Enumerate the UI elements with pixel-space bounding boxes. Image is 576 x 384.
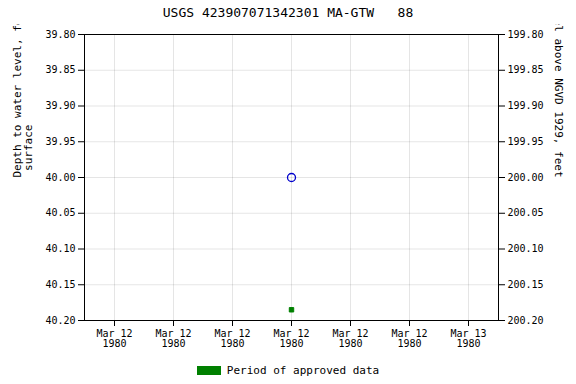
- svg-text:200.05: 200.05: [508, 207, 544, 218]
- svg-text:Mar 121980: Mar 121980: [332, 328, 368, 349]
- svg-text:40.00: 40.00: [45, 172, 75, 183]
- svg-text:Mar 131980: Mar 131980: [450, 328, 486, 349]
- svg-text:Mar 121980: Mar 121980: [391, 328, 427, 349]
- svg-text:Mar 121980: Mar 121980: [273, 328, 309, 349]
- svg-text:39.90: 39.90: [45, 100, 75, 111]
- svg-text:40.10: 40.10: [45, 243, 75, 254]
- svg-text:40.15: 40.15: [45, 279, 75, 290]
- svg-text:40.05: 40.05: [45, 207, 75, 218]
- svg-text:199.90: 199.90: [508, 100, 544, 111]
- svg-text:40.20: 40.20: [45, 315, 75, 326]
- svg-text:39.80: 39.80: [45, 29, 75, 40]
- svg-text:Depth to water level, feet bel: Depth to water level, feet below land su…: [11, 24, 35, 178]
- html-text:USGS 423907071342301 MA-GTW 88: USGS 423907071342301 MA-GTW 88: [162, 5, 414, 20]
- svg-text:39.85: 39.85: [45, 64, 75, 75]
- svg-text:200.10: 200.10: [508, 243, 544, 254]
- svg-text:199.85: 199.85: [508, 64, 544, 75]
- svg-text:199.95: 199.95: [508, 136, 544, 147]
- svg-text:Mar 121980: Mar 121980: [155, 328, 191, 349]
- svg-text:199.80: 199.80: [508, 29, 544, 40]
- svg-text:Mar 121980: Mar 121980: [96, 328, 132, 349]
- svg-text:Mar 121980: Mar 121980: [214, 328, 250, 349]
- svg-text:200.00: 200.00: [508, 172, 544, 183]
- svg-text:200.20: 200.20: [508, 315, 544, 326]
- html-text:Period of approved data: Period of approved data: [226, 363, 380, 377]
- svg-text:200.15: 200.15: [508, 279, 544, 290]
- svg-text:39.95: 39.95: [45, 136, 75, 147]
- svg-text:Groundwater level above NGVD 1: Groundwater level above NGVD 1929, feet: [552, 24, 565, 178]
